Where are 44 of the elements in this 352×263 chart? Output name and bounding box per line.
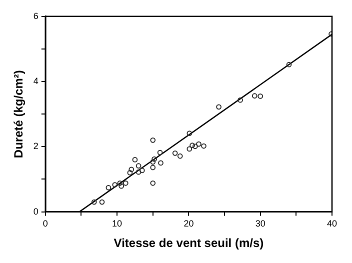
point xyxy=(122,180,128,186)
x-tick-label: 20 xyxy=(184,218,194,229)
point xyxy=(158,160,164,166)
x-tick-label: 30 xyxy=(255,218,266,229)
point xyxy=(190,142,195,148)
point xyxy=(150,137,156,143)
point xyxy=(106,185,112,190)
point xyxy=(127,170,133,176)
point xyxy=(132,156,138,162)
point xyxy=(91,199,97,205)
x-tick-label: 0 xyxy=(42,218,48,229)
point xyxy=(216,104,222,110)
y-tick-label: 4 xyxy=(33,76,38,86)
point xyxy=(201,143,206,149)
point xyxy=(136,163,142,169)
x-tick-label: 40 xyxy=(326,218,338,229)
point xyxy=(112,182,118,188)
point xyxy=(157,150,163,156)
x-axis-title: Vitesse de vent seuil (m/s) xyxy=(114,236,264,250)
point xyxy=(136,169,142,175)
point xyxy=(172,150,178,156)
point xyxy=(252,93,258,99)
point xyxy=(150,164,156,170)
y-axis-title: Dureté (kg/cm²) xyxy=(12,70,26,158)
point xyxy=(186,130,192,136)
point xyxy=(117,180,123,186)
point xyxy=(258,93,264,99)
point xyxy=(150,159,156,165)
point xyxy=(152,156,158,162)
point xyxy=(128,166,134,172)
point xyxy=(150,180,156,186)
point xyxy=(238,97,243,103)
y-tick-label: 2 xyxy=(33,141,38,152)
point xyxy=(286,62,292,68)
x-tick-label: 10 xyxy=(112,218,122,229)
point xyxy=(99,199,105,205)
y-tick-label: 0 xyxy=(33,206,38,216)
point xyxy=(186,146,192,152)
y-tick-label: 6 xyxy=(33,10,38,21)
point xyxy=(118,183,124,189)
point xyxy=(196,141,202,147)
point xyxy=(177,153,183,159)
point xyxy=(139,168,145,174)
point xyxy=(192,144,198,150)
